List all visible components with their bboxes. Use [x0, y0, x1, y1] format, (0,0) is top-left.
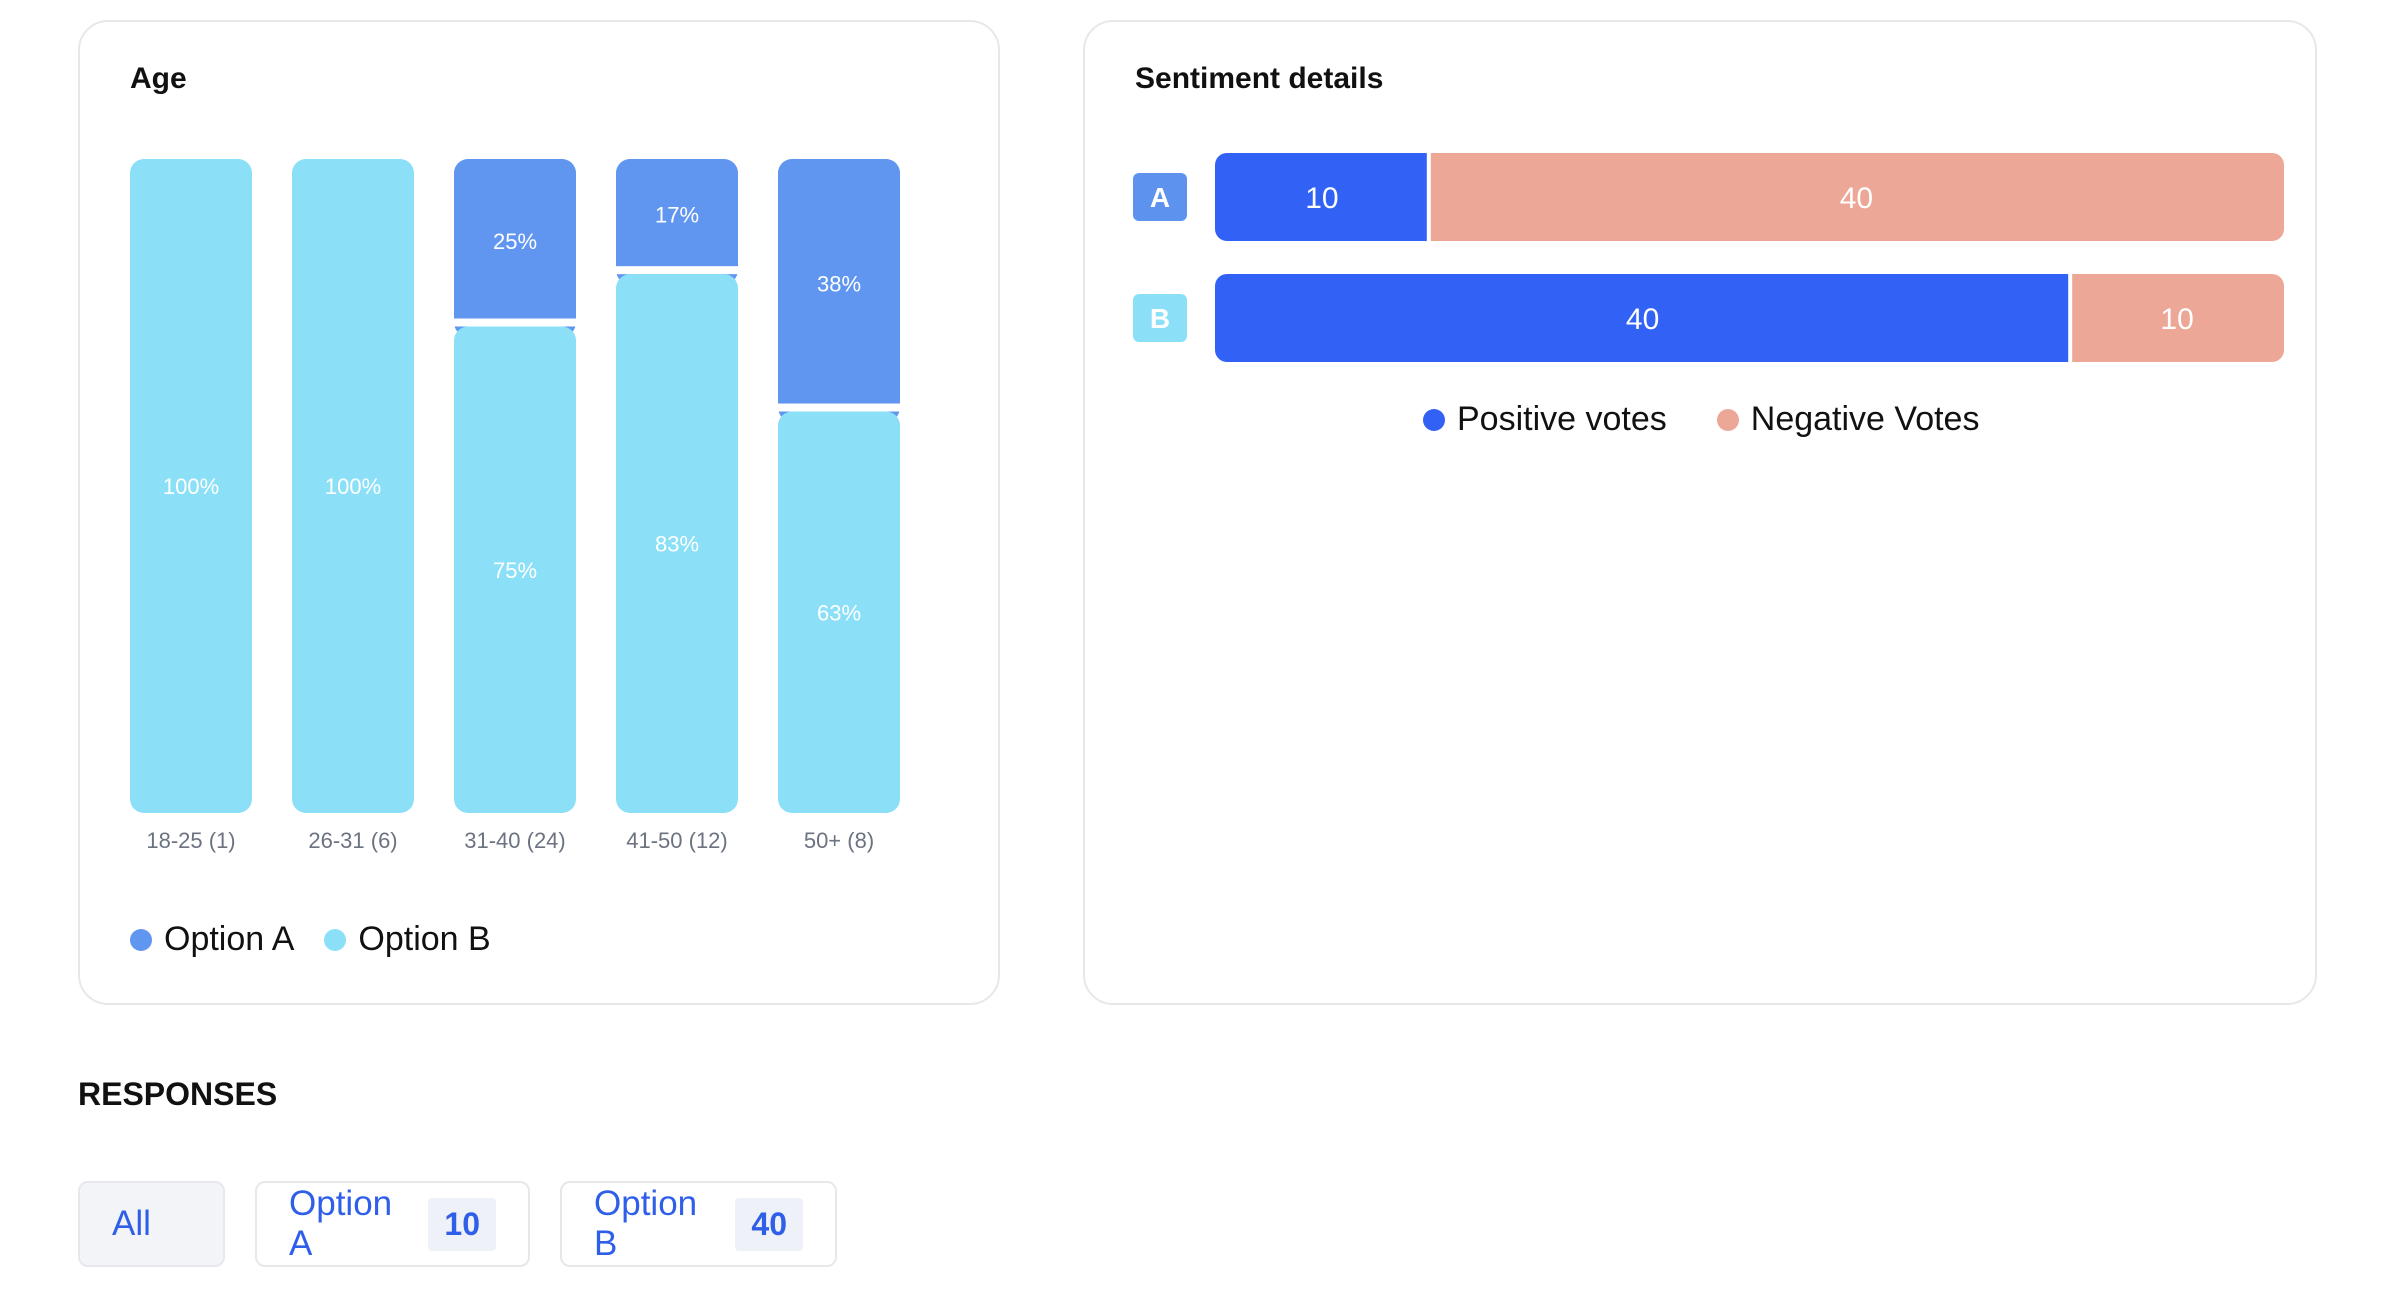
bar-label-option-a-41-50-12: 17%	[655, 203, 699, 228]
legend-dot-negative	[1716, 408, 1739, 431]
bar-label-option-a-31-40-24: 25%	[493, 229, 537, 254]
sentiment-chart-title: Sentiment details	[1135, 62, 1384, 95]
x-tick-label-18-25-1: 18-25 (1)	[146, 828, 235, 853]
filter-all-button[interactable]: All	[78, 1181, 225, 1267]
bar-label-negative-a: 40	[1840, 182, 1873, 215]
bar-divider-50-8	[778, 403, 900, 412]
bar-option-b-41-50-12	[616, 274, 738, 813]
legend-label-option-a: Option A	[164, 920, 295, 958]
bar-option-b-26-31-6	[292, 159, 414, 813]
legend-dot-option-a	[130, 928, 152, 951]
legend-dot-positive	[1423, 408, 1445, 431]
bar-option-b-18-25-1	[130, 159, 252, 813]
filter-option-b-label: Option B	[594, 1184, 698, 1263]
filter-option-a-count: 10	[428, 1197, 496, 1251]
x-tick-label-31-40-24: 31-40 (24)	[464, 828, 566, 853]
bar-divider-41-50-12	[616, 266, 738, 275]
bar-option-a-31-40-24	[454, 159, 576, 337]
legend-item-positive[interactable]: Positive votes	[1423, 400, 1667, 439]
legend-label-negative: Negative Votes	[1750, 400, 1980, 438]
legend-label-positive: Positive votes	[1457, 400, 1667, 438]
x-tick-label-50-8: 50+ (8)	[804, 828, 874, 853]
filter-option-b-button[interactable]: Option B 40	[560, 1181, 837, 1267]
sentiment-legend: Positive votes Negative Votes	[1423, 400, 2009, 439]
bar-label-option-b-31-40-24: 75%	[493, 558, 537, 583]
bar-negative-a	[1428, 153, 2284, 241]
age-chart-card: Age 100% 18-25 (1) 100% 26-31 (6) 25% 75% 31-4…	[78, 20, 1000, 1005]
filter-option-a-button[interactable]: Option A 10	[255, 1181, 530, 1267]
age-chart: 100% 18-25 (1) 100% 26-31 (6) 25% 75% 31-40 (2…	[130, 159, 900, 853]
bar-label-option-b-50-8: 63%	[817, 600, 861, 625]
filter-option-a-label: Option A	[289, 1184, 393, 1263]
legend-label-option-b: Option B	[358, 920, 491, 958]
age-chart-title: Age	[130, 62, 187, 95]
bar-option-a-41-50-12	[616, 159, 738, 285]
bar-option-b-50-8	[778, 411, 900, 813]
legend-dot-option-b	[324, 928, 347, 951]
legend-item-option-a[interactable]: Option A	[130, 920, 294, 959]
bar-option-b-31-40-24	[454, 326, 576, 813]
bar-label-positive-a: 10	[1305, 182, 1338, 215]
sentiment-bar-a	[1215, 153, 2284, 241]
sentiment-chart-card: Sentiment details A 10 40 B 40 10 Positive vo…	[1083, 20, 2317, 1005]
bar-positive-b	[1215, 274, 2071, 362]
row-badge-label-a: A	[1150, 182, 1170, 213]
filter-all-label: All	[112, 1204, 151, 1243]
age-legend: Option A Option B	[130, 920, 521, 959]
legend-item-negative[interactable]: Negative Votes	[1716, 400, 1980, 439]
bar-label-positive-b: 40	[1626, 303, 1659, 336]
row-badge-a	[1133, 173, 1187, 221]
bar-negative-b	[2070, 274, 2284, 362]
bar-label-option-b-26-31-6: 100%	[325, 474, 381, 499]
sentiment-chart: A 10 40 B 40 10	[1133, 153, 2284, 362]
responses-heading: RESPONSES	[78, 1076, 278, 1112]
x-tick-label-26-31-6: 26-31 (6)	[308, 828, 397, 853]
bar-divider-b	[2068, 274, 2073, 362]
bar-divider-31-40-24	[454, 318, 576, 327]
sentiment-bar-b	[1215, 274, 2284, 362]
x-tick-label-41-50-12: 41-50 (12)	[626, 828, 728, 853]
filter-option-b-count: 40	[735, 1197, 803, 1251]
bar-label-option-b-18-25-1: 100%	[163, 474, 219, 499]
bar-positive-a	[1215, 153, 1429, 241]
row-badge-label-b: B	[1150, 303, 1170, 334]
bar-label-option-b-41-50-12: 83%	[655, 532, 699, 557]
bar-label-option-a-50-8: 38%	[817, 271, 861, 296]
bar-option-a-50-8	[778, 159, 900, 422]
row-badge-b	[1133, 294, 1187, 342]
bar-divider-a	[1426, 153, 1431, 241]
legend-item-option-b[interactable]: Option B	[324, 920, 491, 959]
bar-label-negative-b: 10	[2160, 303, 2193, 336]
